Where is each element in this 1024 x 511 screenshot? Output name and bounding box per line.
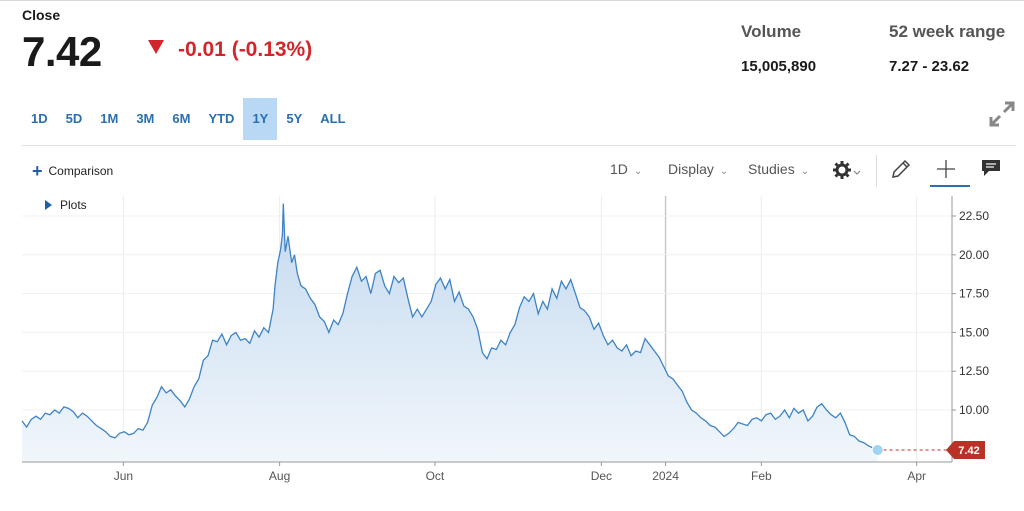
x-tick-label: Apr bbox=[907, 469, 926, 483]
expand-icon[interactable] bbox=[988, 100, 1016, 128]
chevron-down-icon: ⌄ bbox=[800, 166, 810, 177]
volume-label: Volume bbox=[741, 22, 802, 41]
gear-icon[interactable] bbox=[832, 160, 862, 180]
comparison-button[interactable]: + Comparison bbox=[32, 161, 114, 181]
range-button-5d[interactable]: 5D bbox=[65, 111, 83, 126]
range-button-6m[interactable]: 6M bbox=[172, 111, 191, 126]
last-value-label: 7.42 bbox=[958, 445, 979, 457]
price-value: 7.42 bbox=[22, 28, 102, 75]
studies-label: Studies bbox=[748, 161, 795, 177]
range-button-1y[interactable]: 1Y bbox=[243, 98, 278, 140]
last-value-dot bbox=[871, 444, 884, 457]
range-button-ytd[interactable]: YTD bbox=[208, 111, 235, 126]
display-label: Display bbox=[668, 161, 714, 177]
plots-label: Plots bbox=[60, 198, 87, 212]
plots-toggle[interactable]: Plots bbox=[45, 198, 87, 212]
x-tick-label: Feb bbox=[751, 469, 772, 483]
x-tick-label: Jun bbox=[114, 469, 133, 483]
crosshair-icon[interactable] bbox=[935, 158, 957, 180]
active-tool-indicator bbox=[930, 185, 970, 187]
chevron-down-icon: ⌄ bbox=[633, 166, 643, 177]
time-range-selector: 1D 5D 1M 3M 6M YTD 1Y 5Y ALL bbox=[22, 98, 355, 140]
y-tick-label: 20.00 bbox=[959, 248, 989, 262]
y-tick-label: 17.50 bbox=[959, 287, 989, 301]
toolbar-divider bbox=[22, 145, 1016, 146]
chevron-down-icon: ⌄ bbox=[719, 166, 729, 177]
y-tick-label: 15.00 bbox=[959, 325, 989, 339]
range-value: 7.27 - 23.62 bbox=[889, 58, 970, 75]
range-button-5y[interactable]: 5Y bbox=[286, 111, 303, 126]
y-tick-label: 10.00 bbox=[959, 403, 989, 417]
studies-dropdown[interactable]: Studies ⌄ bbox=[748, 161, 809, 177]
down-arrow-icon bbox=[148, 40, 164, 54]
range-button-3m[interactable]: 3M bbox=[136, 111, 155, 126]
y-tick-label: 22.50 bbox=[959, 209, 989, 223]
range-button-1m[interactable]: 1M bbox=[100, 111, 119, 126]
x-tick-label: Aug bbox=[269, 469, 290, 483]
play-triangle-icon bbox=[45, 200, 52, 210]
x-tick-label: Oct bbox=[426, 469, 445, 483]
range-button-1d[interactable]: 1D bbox=[31, 111, 48, 126]
top-divider bbox=[0, 0, 1024, 1]
close-label: Close bbox=[22, 7, 61, 23]
price-change: -0.01 (-0.13%) bbox=[178, 38, 313, 61]
volume-value: 15,005,890 bbox=[741, 58, 817, 75]
display-dropdown[interactable]: Display ⌄ bbox=[668, 161, 728, 177]
price-area bbox=[22, 203, 878, 462]
pencil-icon[interactable] bbox=[890, 158, 912, 180]
interval-label: 1D bbox=[610, 161, 628, 177]
y-tick-label: 12.50 bbox=[959, 364, 989, 378]
range-button-all[interactable]: ALL bbox=[320, 111, 346, 126]
comparison-label: Comparison bbox=[48, 164, 114, 178]
tool-separator bbox=[876, 155, 877, 187]
x-tick-label: Dec bbox=[591, 469, 612, 483]
price-line bbox=[21, 203, 878, 451]
last-value-badge bbox=[946, 441, 985, 460]
x-tick-label: 2024 bbox=[652, 469, 679, 483]
price-chart[interactable]: Jun Aug Oct Dec 2024 Feb Apr 22.50 20.00 17.50 15.… bbox=[0, 190, 1024, 490]
plus-icon: + bbox=[32, 161, 43, 181]
range-label: 52 week range bbox=[889, 22, 1006, 41]
comment-icon[interactable] bbox=[980, 158, 1002, 178]
interval-dropdown[interactable]: 1D ⌄ bbox=[610, 161, 642, 177]
